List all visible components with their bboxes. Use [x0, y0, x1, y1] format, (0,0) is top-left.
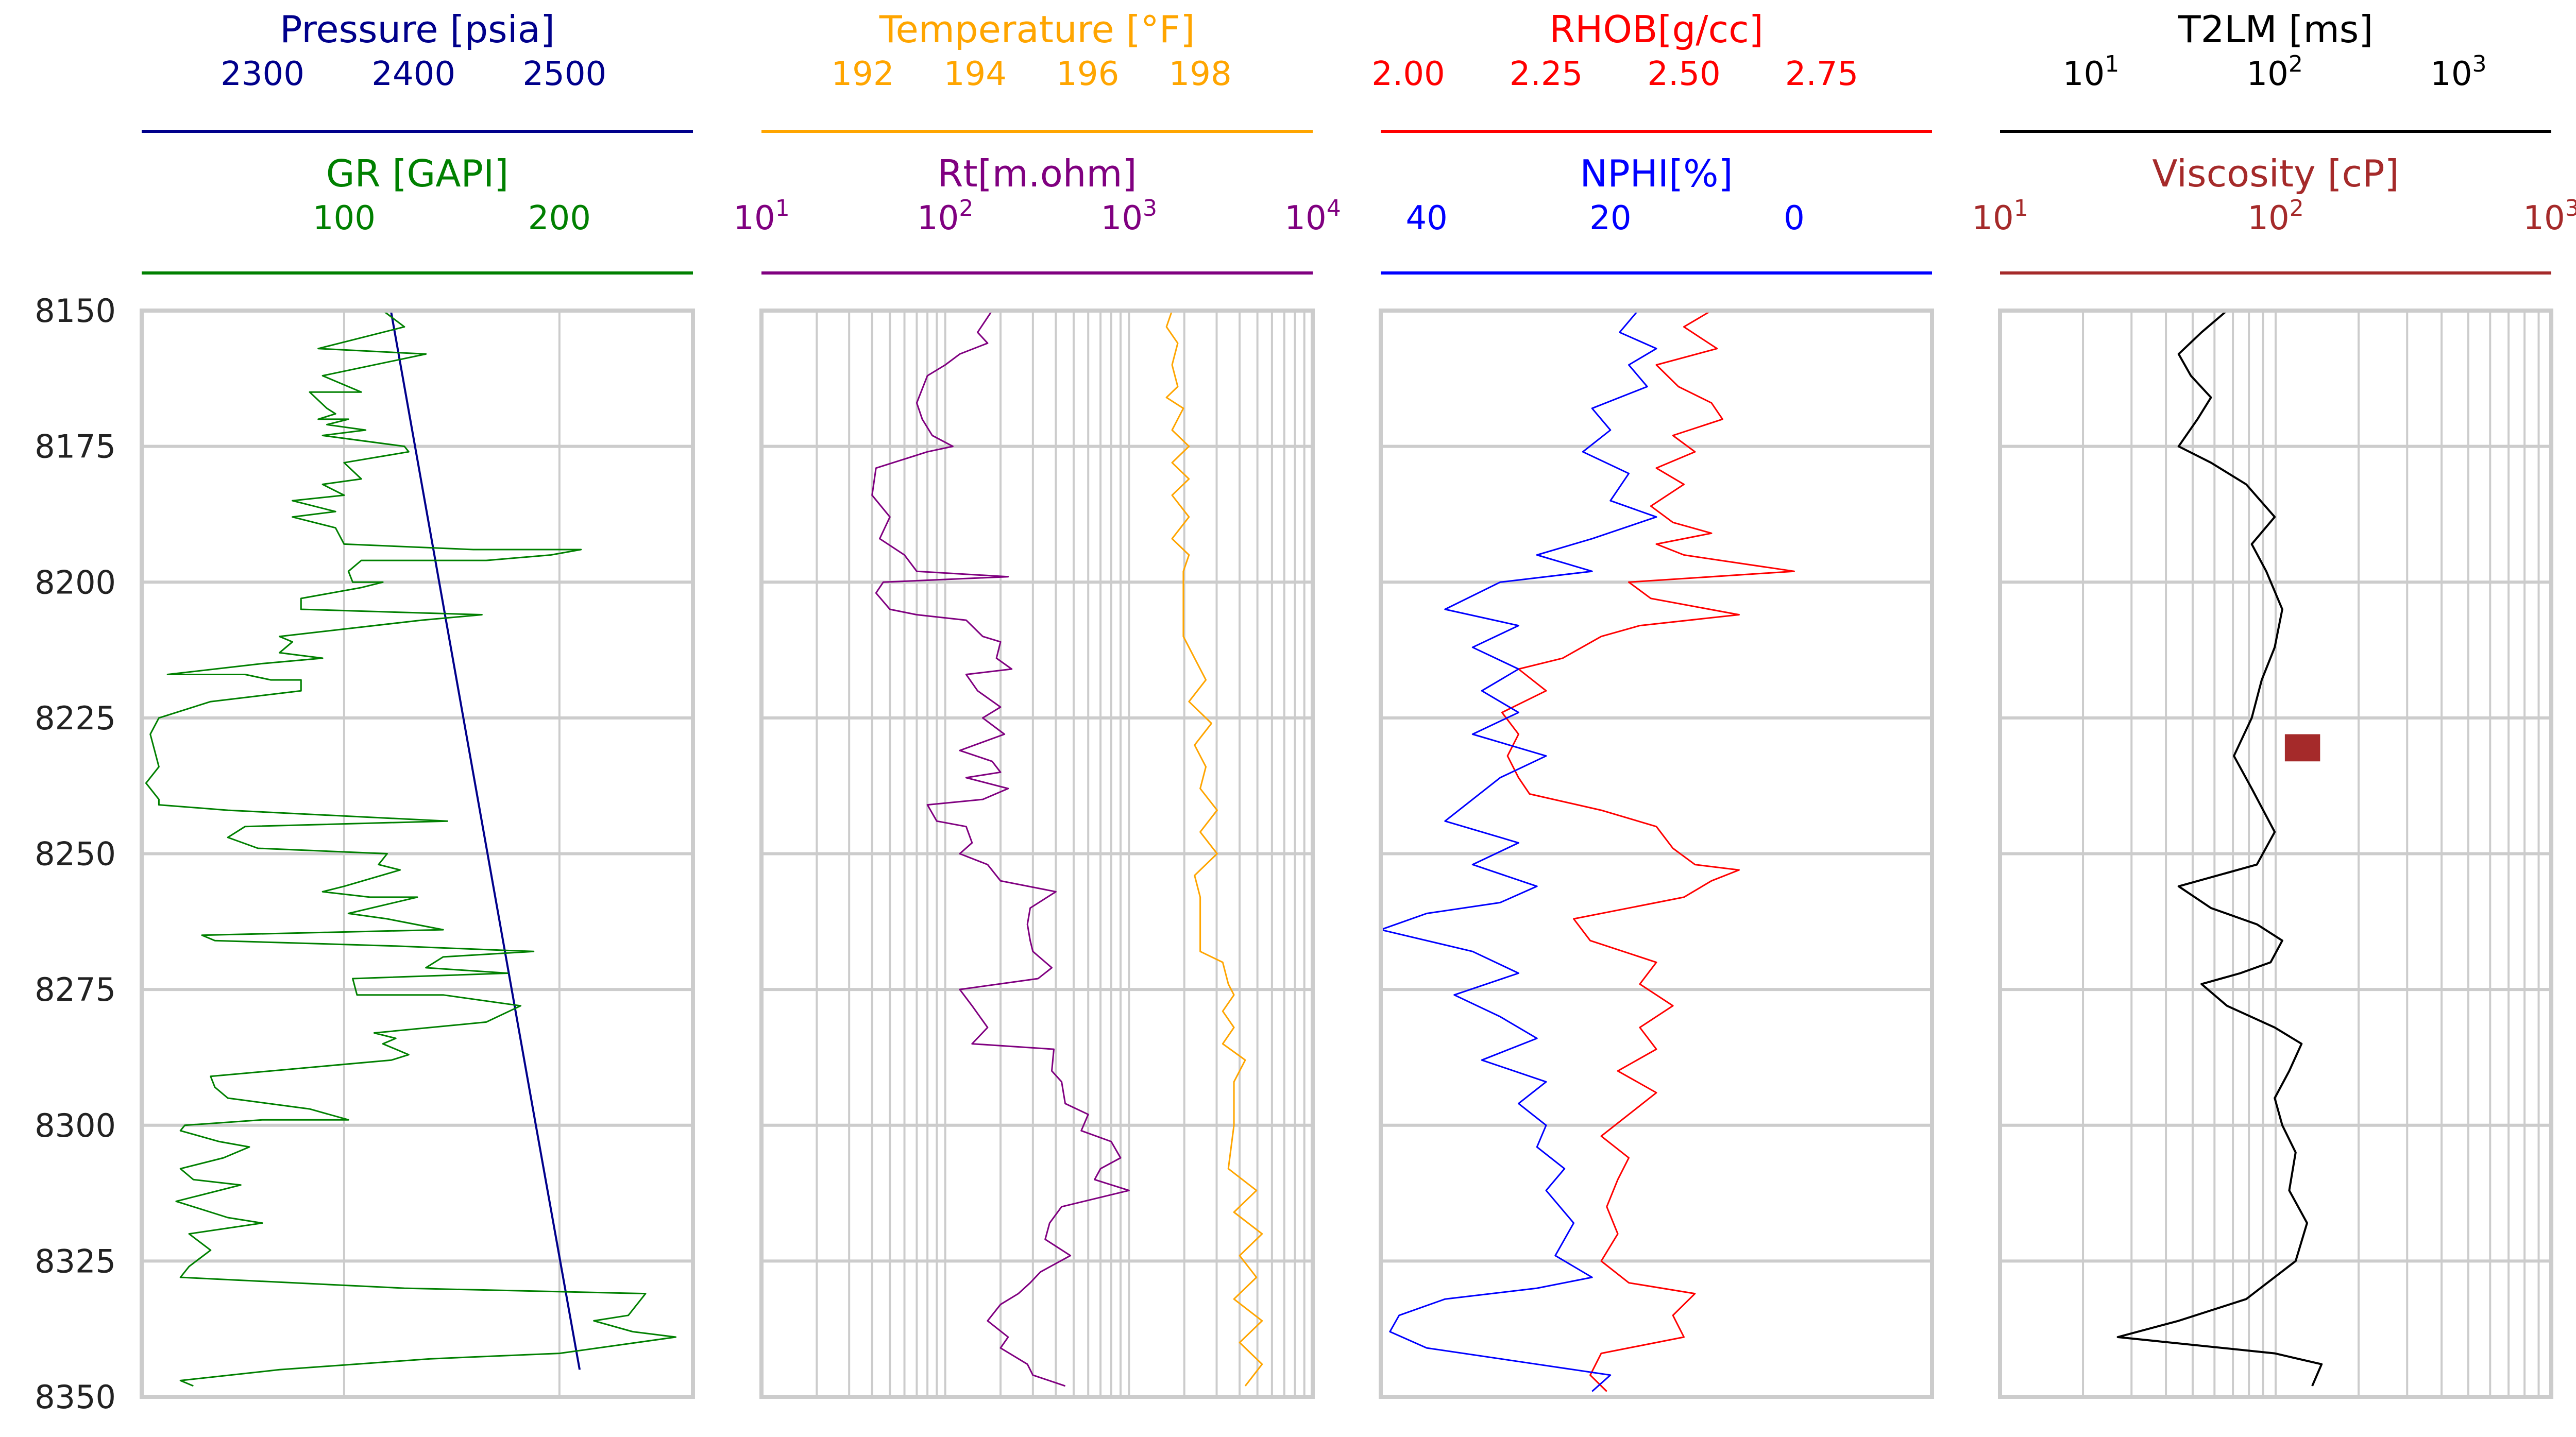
track-frame	[1998, 309, 2553, 1399]
scale-tick-label: 0	[1784, 199, 1805, 237]
scale-tick-label: 2.00	[1371, 55, 1445, 93]
scale-tick-label: 103	[2523, 195, 2576, 237]
track-frame	[140, 309, 695, 1399]
scale-tick-label: 192	[831, 55, 894, 93]
scale-tick-label: 196	[1056, 55, 1119, 93]
series-line-temperature	[1165, 310, 1263, 1387]
scale-tick-label: 194	[944, 55, 1007, 93]
scale-tick-label: 103	[2430, 51, 2486, 93]
series-line-rhob	[1501, 310, 1795, 1392]
frame-layer	[140, 130, 2553, 1399]
series-line-pressure	[389, 310, 581, 1370]
depth-tick-label: 8300	[35, 1107, 116, 1144]
scale-tick-label: 101	[2063, 51, 2119, 93]
depth-tick-label: 8200	[35, 563, 116, 601]
scale-tick-label: 2.50	[1647, 55, 1721, 93]
scale-tick-label: 100	[313, 199, 376, 237]
depth-tick-label: 8225	[35, 699, 116, 737]
series-line-nphi	[1380, 310, 1657, 1392]
scale-tick-label: 102	[2246, 51, 2302, 93]
grid-layer	[142, 309, 2551, 1398]
scale-title: T2LM [ms]	[2178, 8, 2374, 51]
depth-tick-label: 8275	[35, 971, 116, 1008]
depth-tick-label: 8325	[35, 1242, 116, 1280]
scale-tick-label: 102	[2247, 195, 2303, 237]
series-layer	[145, 310, 2323, 1392]
scale-tick-label: 200	[528, 199, 591, 237]
depth-tick-label: 8150	[35, 292, 116, 330]
scale-title: Temperature [°F]	[879, 8, 1195, 51]
track-frame	[1379, 309, 1934, 1399]
scale-title: Rt[m.ohm]	[937, 152, 1137, 195]
scale-tick-label: 101	[1972, 195, 2028, 237]
track-frame	[759, 309, 1315, 1399]
scale-tick-label: 102	[917, 195, 973, 237]
depth-tick-label: 8175	[35, 428, 116, 466]
scale-title: GR [GAPI]	[326, 152, 509, 195]
depth-tick-label: 8350	[35, 1378, 116, 1416]
scale-title: NPHI[%]	[1580, 152, 1733, 195]
series-line-gr	[145, 310, 677, 1387]
scale-tick-label: 40	[1405, 199, 1447, 237]
scale-tick-label: 103	[1101, 195, 1157, 237]
scale-tick-label: 2.75	[1785, 55, 1859, 93]
scale-title: Pressure [psia]	[280, 8, 555, 51]
scale-tick-label: 2500	[522, 55, 606, 93]
label-layer: 8150 8175 8200 8225 8250 8275 8300 8325 8350 Pres…	[35, 8, 2576, 1416]
scale-tick-label: 104	[1284, 195, 1341, 237]
scale-tick-label: 20	[1589, 199, 1631, 237]
scale-title: RHOB[g/cc]	[1549, 8, 1764, 51]
series-line-rt	[871, 310, 1130, 1387]
marker-viscosity	[2284, 734, 2320, 762]
scale-tick-label: 2300	[221, 55, 304, 93]
scale-tick-label: 198	[1169, 55, 1232, 93]
scale-tick-label: 2.25	[1510, 55, 1583, 93]
depth-tick-label: 8250	[35, 835, 116, 873]
series-line-t2lm	[2116, 310, 2323, 1387]
scale-title: Viscosity [cP]	[2152, 152, 2399, 195]
scale-tick-label: 101	[733, 195, 789, 237]
scale-tick-label: 2400	[371, 55, 455, 93]
